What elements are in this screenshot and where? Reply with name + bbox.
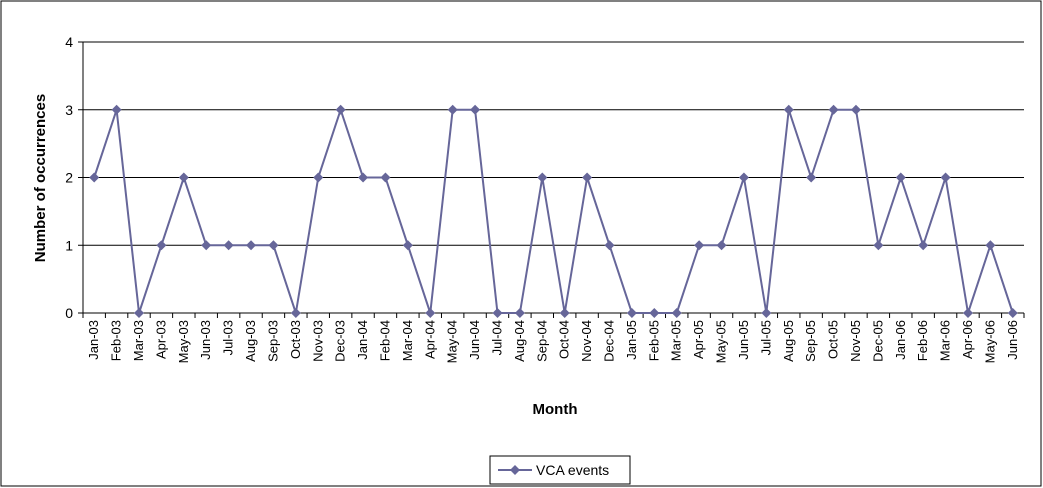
marker (895, 172, 906, 183)
x-tick-label: Oct-05 (826, 320, 841, 359)
marker (1007, 308, 1018, 318)
legend-label: VCA events (536, 462, 609, 478)
marker (940, 172, 951, 183)
x-tick-label: Mar-04 (400, 320, 415, 361)
x-tick-label: Aug-04 (512, 320, 527, 362)
marker (537, 172, 548, 183)
marker (626, 308, 637, 318)
marker (649, 308, 660, 318)
x-tick-label: Feb-04 (377, 320, 392, 361)
x-tick-label: May-06 (982, 320, 997, 363)
x-tick-label: Feb-06 (915, 320, 930, 361)
marker (783, 104, 794, 115)
x-tick-label: Jul-03 (221, 320, 236, 355)
x-tick-label: Jun-03 (198, 320, 213, 360)
marker (335, 104, 346, 115)
marker (514, 308, 525, 318)
marker (604, 240, 615, 251)
x-tick-label: Jul-05 (758, 320, 773, 355)
marker (358, 172, 369, 183)
marker (201, 240, 212, 251)
x-tick-label: Dec-03 (333, 320, 348, 362)
x-tick-label: Nov-04 (579, 320, 594, 362)
x-tick-label: Oct-03 (288, 320, 303, 359)
marker (761, 308, 772, 318)
marker (470, 104, 481, 115)
x-tick-label: Jan-06 (893, 320, 908, 360)
x-tick-label: Jan-03 (86, 320, 101, 360)
marker (962, 308, 973, 318)
x-tick-label: Nov-03 (310, 320, 325, 362)
x-tick-label: Jun-05 (736, 320, 751, 360)
marker (268, 240, 279, 251)
marker (716, 240, 727, 251)
y-tick-label: 3 (65, 102, 73, 118)
marker (223, 240, 234, 251)
marker (89, 172, 100, 183)
marker (694, 240, 705, 251)
x-tick-label: Nov-05 (848, 320, 863, 362)
legend-marker (510, 465, 520, 475)
x-tick-label: Feb-05 (646, 320, 661, 361)
x-tick-label: Mar-06 (938, 320, 953, 361)
marker (313, 172, 324, 183)
y-tick-label: 1 (65, 237, 73, 253)
x-tick-label: Sep-04 (534, 320, 549, 362)
marker (828, 104, 839, 115)
marker (559, 308, 570, 318)
x-tick-label: Jan-04 (355, 320, 370, 360)
x-tick-label: Apr-03 (153, 320, 168, 359)
x-tick-label: May-03 (176, 320, 191, 363)
x-tick-label: Jan-05 (624, 320, 639, 360)
marker (806, 172, 817, 183)
x-tick-label: Sep-03 (265, 320, 280, 362)
x-tick-label: Apr-04 (422, 320, 437, 359)
y-tick-label: 4 (65, 34, 73, 50)
x-tick-label: Mar-03 (131, 320, 146, 361)
marker (671, 308, 682, 318)
marker (738, 172, 749, 183)
x-tick-label: Apr-06 (960, 320, 975, 359)
x-tick-label: May-04 (445, 320, 460, 363)
marker (582, 172, 593, 183)
marker (873, 240, 884, 251)
marker (111, 104, 122, 115)
marker (246, 240, 257, 251)
x-tick-label: Aug-03 (243, 320, 258, 362)
x-axis-label: Month (533, 401, 578, 418)
y-tick-label: 2 (65, 170, 73, 186)
x-tick-label: Mar-05 (669, 320, 684, 361)
x-tick-label: Jun-04 (467, 320, 482, 360)
x-tick-label: Apr-05 (691, 320, 706, 359)
x-tick-label: Feb-03 (109, 320, 124, 361)
marker (492, 308, 503, 318)
x-tick-label: Dec-04 (602, 320, 617, 362)
y-tick-label: 0 (65, 305, 73, 321)
y-axis-label: Number of occurrences (32, 94, 49, 262)
marker (850, 104, 861, 115)
x-tick-label: Jun-06 (1005, 320, 1020, 360)
marker (425, 308, 436, 318)
marker (290, 308, 301, 318)
x-tick-label: Dec-05 (870, 320, 885, 362)
marker (178, 172, 189, 183)
x-tick-label: Aug-05 (781, 320, 796, 362)
marker (447, 104, 458, 115)
marker (156, 240, 167, 251)
x-tick-label: May-05 (714, 320, 729, 363)
marker (402, 240, 413, 251)
marker (134, 308, 145, 318)
x-tick-label: Oct-04 (557, 320, 572, 359)
x-tick-label: Sep-05 (803, 320, 818, 362)
marker (380, 172, 391, 183)
x-tick-label: Jul-04 (489, 320, 504, 355)
marker (985, 240, 996, 251)
marker (918, 240, 929, 251)
